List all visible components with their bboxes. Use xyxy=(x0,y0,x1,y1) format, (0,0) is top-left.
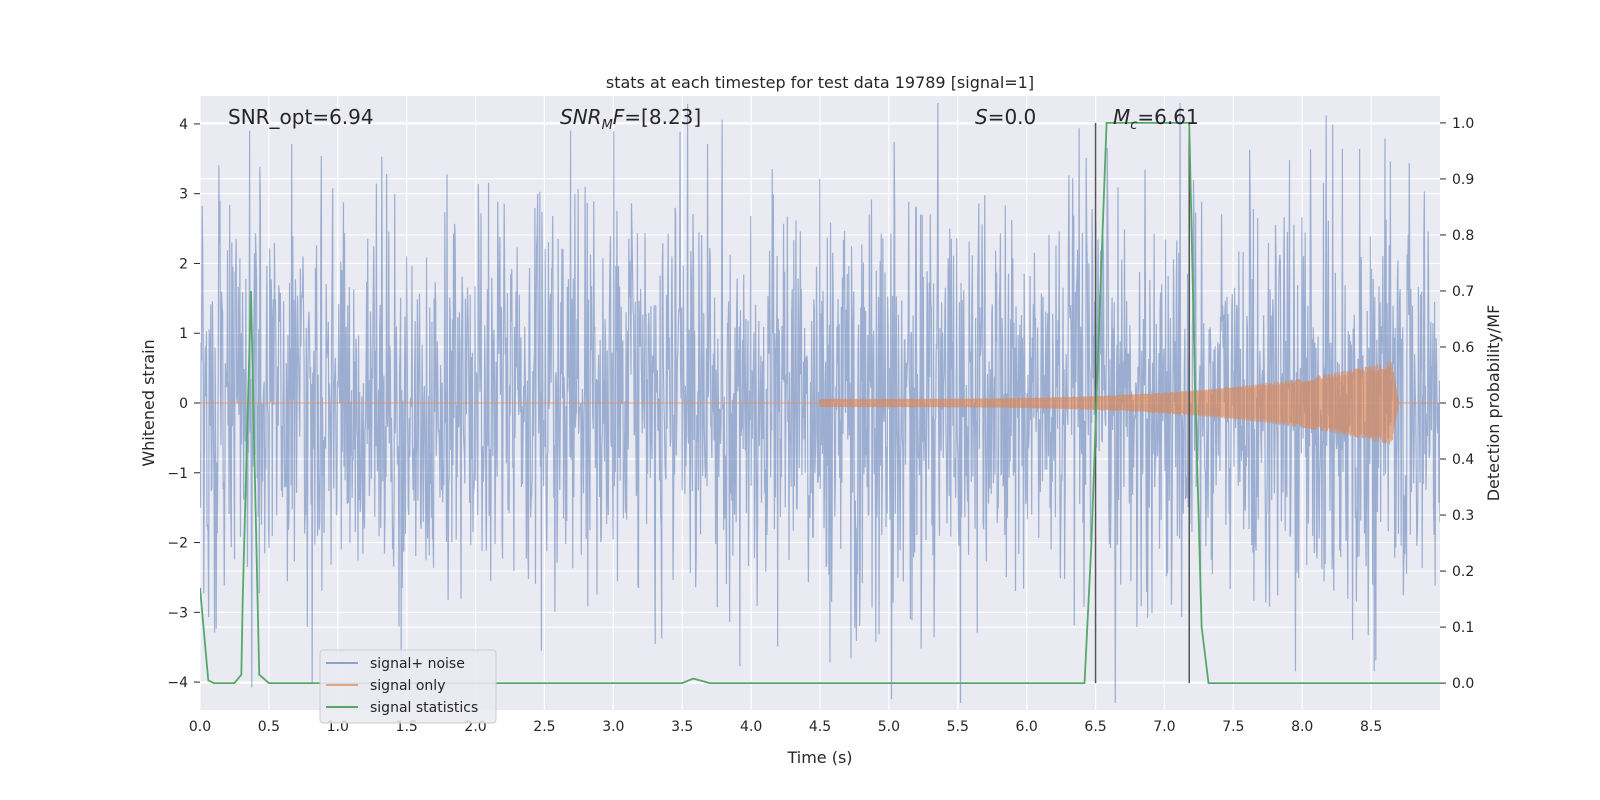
annotation-s: S=0.0 xyxy=(975,105,1036,129)
y-tick-label: −1 xyxy=(167,466,188,482)
y2-tick-label: 0.7 xyxy=(1452,284,1474,300)
x-tick-label: 7.0 xyxy=(1153,719,1175,735)
y-tick-label: 2 xyxy=(179,256,188,272)
annotation-mc: Mc=6.61 xyxy=(1113,105,1199,133)
x-tick-label: 5.0 xyxy=(878,719,900,735)
signal-only-series xyxy=(200,361,1440,445)
y-tick-label: −2 xyxy=(167,536,188,552)
legend-label-stats: signal statistics xyxy=(370,700,478,716)
y2-tick-label: 0.0 xyxy=(1452,676,1474,692)
y-tick-label: 0 xyxy=(179,396,188,412)
y2-tick-label: 1.0 xyxy=(1452,116,1474,132)
y2-tick-label: 0.9 xyxy=(1452,172,1474,188)
y-tick-label: −3 xyxy=(167,605,188,621)
y2-axis-ticks: 1.0 0.9 0.8 0.7 0.6 0.5 0.4 0.3 0.2 0.1 0.0 xyxy=(1440,116,1474,692)
legend-box xyxy=(319,649,497,724)
x-tick-label: 2.5 xyxy=(533,719,555,735)
legend: signal+ noise signal only signal statist… xyxy=(319,649,497,724)
x-tick-label: 7.5 xyxy=(1222,719,1244,735)
x-tick-label: 6.0 xyxy=(1016,719,1038,735)
x-tick-label: 4.5 xyxy=(809,719,831,735)
legend-label-signal: signal only xyxy=(370,678,445,694)
x-tick-label: 8.5 xyxy=(1360,719,1382,735)
x-axis-ticks: 0.0 0.5 1.0 1.5 2.0 2.5 3.0 3.5 4.0 4.5 5.0 5.5 6.0 6… xyxy=(189,719,1382,735)
legend-label-noise: signal+ noise xyxy=(370,656,465,672)
y-tick-label: −4 xyxy=(167,675,188,691)
y-axis-ticks: 4 3 2 1 0 −1 −2 −3 −4 xyxy=(167,117,200,691)
x-tick-label: 0.0 xyxy=(189,719,211,735)
annotation-snr-mf: SNRMF=[8.23] xyxy=(560,105,701,133)
series-layer xyxy=(200,102,1440,704)
y-axis-label: Whitened strain xyxy=(139,339,158,466)
y2-tick-label: 0.3 xyxy=(1452,508,1474,524)
chart-title: stats at each timestep for test data 197… xyxy=(606,73,1034,92)
signal-statistics-series xyxy=(200,121,1440,685)
annotation-snr-opt: SNR_opt=6.94 xyxy=(228,105,374,129)
x-tick-label: 5.5 xyxy=(947,719,969,735)
x-tick-label: 3.0 xyxy=(602,719,624,735)
x-tick-label: 0.5 xyxy=(258,719,280,735)
y2-axis-label: Detection probability/MF xyxy=(1484,305,1503,502)
x-tick-label: 4.0 xyxy=(740,719,762,735)
x-tick-label: 6.5 xyxy=(1084,719,1106,735)
y-tick-label: 4 xyxy=(179,117,188,133)
y-tick-label: 3 xyxy=(179,187,188,203)
y2-tick-label: 0.1 xyxy=(1452,620,1474,636)
x-axis-label: Time (s) xyxy=(786,748,852,767)
y-tick-label: 1 xyxy=(179,326,188,342)
x-tick-label: 3.5 xyxy=(671,719,693,735)
y2-tick-label: 0.6 xyxy=(1452,340,1474,356)
x-tick-label: 8.0 xyxy=(1291,719,1313,735)
y2-tick-label: 0.8 xyxy=(1452,228,1474,244)
y2-tick-label: 0.2 xyxy=(1452,564,1474,580)
y2-tick-label: 0.5 xyxy=(1452,396,1474,412)
signal-noise-series xyxy=(200,102,1440,704)
y2-tick-label: 0.4 xyxy=(1452,452,1474,468)
